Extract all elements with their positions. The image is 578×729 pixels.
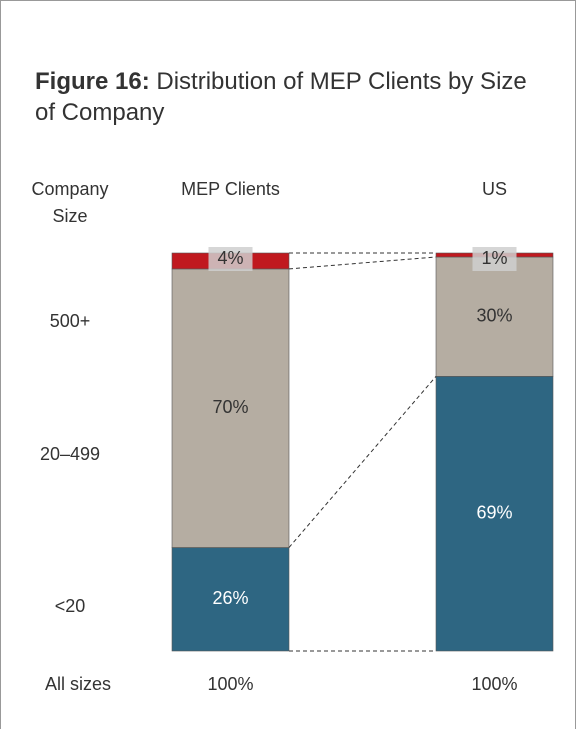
total-label: 100% xyxy=(207,674,253,694)
title-text: Distribution of MEP Clients by Size of C… xyxy=(35,68,527,126)
bar-segment xyxy=(435,376,554,652)
value-label: 69% xyxy=(476,502,512,522)
bar-segment xyxy=(171,547,290,652)
row-label: All sizes xyxy=(45,674,111,694)
label-box xyxy=(208,247,253,271)
row-label: 500+ xyxy=(50,311,91,331)
value-label: 4% xyxy=(217,248,243,268)
value-label: 26% xyxy=(212,588,248,608)
column-header: MEP Clients xyxy=(181,179,280,199)
connector xyxy=(288,256,437,270)
value-label: 30% xyxy=(476,305,512,325)
title-label: Figure 16: xyxy=(35,68,150,95)
bar-segment xyxy=(171,268,290,548)
column-header: US xyxy=(482,179,507,199)
value-label: 70% xyxy=(212,397,248,417)
label-box xyxy=(472,247,517,271)
row-label: 20–499 xyxy=(40,444,100,464)
bar-segment xyxy=(435,256,554,377)
total-label: 100% xyxy=(471,674,517,694)
value-label: 1% xyxy=(481,248,507,268)
row-label: <20 xyxy=(55,596,86,616)
connector xyxy=(288,376,437,548)
title: Figure 16: Distribution of MEP Clients b… xyxy=(35,66,535,128)
row-header: Company Size xyxy=(31,179,109,226)
